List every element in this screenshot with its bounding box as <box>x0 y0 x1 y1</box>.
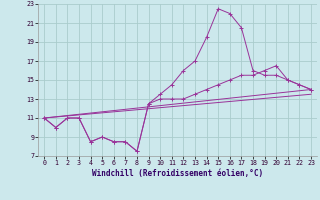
X-axis label: Windchill (Refroidissement éolien,°C): Windchill (Refroidissement éolien,°C) <box>92 169 263 178</box>
